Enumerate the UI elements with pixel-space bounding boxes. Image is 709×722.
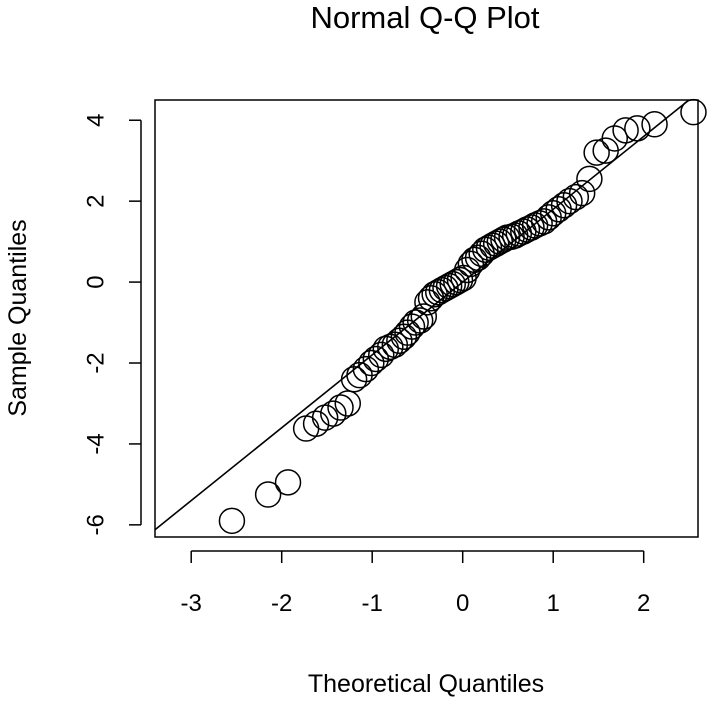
- data-point: [641, 111, 668, 138]
- y-tick-label: 0: [83, 275, 110, 288]
- data-point: [417, 285, 445, 312]
- data-point: [446, 266, 474, 294]
- data-point: [556, 187, 583, 215]
- data-point: [576, 165, 603, 193]
- data-point: [402, 309, 429, 336]
- data-point: [562, 183, 590, 211]
- chart-title: Normal Q-Q Plot: [310, 0, 539, 35]
- data-point: [368, 341, 395, 369]
- data-point: [406, 307, 434, 334]
- x-axis-label: Theoretical Quantiles: [308, 670, 544, 698]
- x-tick-label: -3: [181, 590, 202, 617]
- data-point: [568, 179, 596, 207]
- data-point: [680, 98, 707, 126]
- y-axis-label: Sample Quantiles: [4, 219, 32, 416]
- data-point: [518, 214, 545, 241]
- data-point: [457, 250, 485, 278]
- data-point: [583, 139, 610, 166]
- x-tick-label: 2: [637, 590, 650, 617]
- data-point: [513, 216, 541, 243]
- x-tick-label: 0: [456, 590, 469, 617]
- data-point: [334, 390, 362, 417]
- data-point: [254, 481, 282, 508]
- y-tick-label: 2: [83, 194, 110, 207]
- x-tick-label: -2: [271, 590, 292, 617]
- data-point: [311, 404, 339, 431]
- y-tick-label: 4: [83, 114, 110, 127]
- x-tick-label: 1: [547, 590, 560, 617]
- x-tick-label: -1: [362, 590, 383, 617]
- reference-line: [154, 99, 690, 531]
- data-point: [486, 228, 514, 255]
- data-point: [601, 125, 628, 152]
- plot-frame: [154, 99, 699, 538]
- data-point: [624, 115, 651, 142]
- data-point: [320, 400, 347, 427]
- data-point: [612, 117, 639, 144]
- data-point: [292, 415, 320, 442]
- data-point: [358, 349, 385, 377]
- data-point: [410, 303, 438, 330]
- y-tick-label: -4: [83, 433, 110, 454]
- y-tick-label: -2: [83, 352, 110, 373]
- data-point: [526, 210, 553, 237]
- y-tick-label: -6: [83, 514, 110, 535]
- data-point: [352, 355, 380, 383]
- data-point: [274, 469, 302, 496]
- data-point: [327, 394, 354, 421]
- data-point: [377, 333, 404, 361]
- data-point: [468, 240, 495, 268]
- data-point: [302, 410, 330, 437]
- data-point: [218, 507, 246, 535]
